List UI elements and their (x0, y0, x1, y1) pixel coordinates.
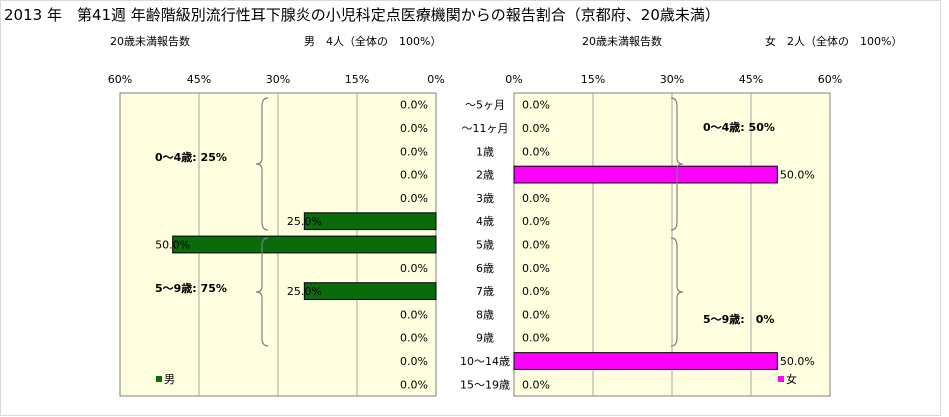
male-data-label: 0.0% (400, 169, 428, 182)
category-label: 4歳 (476, 215, 494, 228)
female-data-label: 0.0% (522, 145, 550, 158)
female-legend-label: 女 (786, 372, 797, 386)
category-label: 15～19歳 (460, 378, 510, 391)
male-brace-5-9 (255, 237, 269, 347)
male-legend-swatch (156, 376, 162, 382)
category-label: 3歳 (476, 192, 494, 205)
left-header: 20歳未満報告数 (110, 35, 190, 48)
male-data-label: 0.0% (400, 262, 428, 275)
category-label: 9歳 (476, 332, 494, 345)
male-annotation-0-4: 0～4歳: 25% (155, 150, 227, 164)
female-count-label: 女 2人（全体の 100%） (765, 35, 903, 48)
right-tick-label: 15% (580, 73, 606, 86)
female-data-label: 0.0% (522, 285, 550, 298)
right-tick-label: 0% (505, 73, 523, 86)
male-brace-0-4 (255, 97, 269, 231)
left-tick-label: 15% (344, 73, 370, 86)
female-data-label: 0.0% (522, 192, 550, 205)
female-data-label: 50.0% (780, 169, 815, 182)
male-data-label: 0.0% (400, 145, 428, 158)
category-label: 7歳 (476, 285, 494, 298)
right-tick-label: 30% (659, 73, 685, 86)
female-data-label: 0.0% (522, 308, 550, 321)
male-legend-label: 男 (164, 373, 175, 386)
male-annotation-5-9: 5～9歳: 75% (155, 281, 227, 295)
female-data-label: 0.0% (522, 332, 550, 345)
category-label: 5歳 (476, 239, 494, 252)
category-label: ～5ヶ月 (465, 99, 505, 112)
female-data-label: 0.0% (522, 215, 550, 228)
right-tick-label: 45% (738, 73, 764, 86)
male-data-label: 0.0% (400, 355, 428, 368)
right-tick-label: 60% (817, 73, 843, 86)
male-data-label: 0.0% (400, 122, 428, 135)
female-bar (513, 352, 778, 370)
female-annotation-5-9: 5～9歳: 0% (703, 312, 774, 326)
male-data-label: 50.0% (155, 239, 190, 252)
female-data-label: 0.0% (522, 378, 550, 391)
male-data-label: 0.0% (400, 99, 428, 112)
female-data-label: 0.0% (522, 122, 550, 135)
category-label: 1歳 (476, 145, 494, 158)
category-label: 8歳 (476, 308, 494, 321)
female-brace-5-9 (670, 237, 684, 347)
category-label: 10～14歳 (460, 355, 510, 368)
left-tick-label: 0% (427, 73, 445, 86)
left-tick-label: 30% (265, 73, 291, 86)
male-data-label: 0.0% (400, 308, 428, 321)
female-data-label: 50.0% (780, 355, 815, 368)
female-data-label: 0.0% (522, 239, 550, 252)
male-bar (172, 235, 437, 254)
male-data-label: 25.0% (287, 215, 322, 228)
left-tick-label: 45% (186, 73, 212, 86)
male-data-label: 0.0% (400, 378, 428, 391)
male-count-label: 男 4人（全体の 100%） (304, 35, 442, 48)
female-annotation-0-4: 0～4歳: 50% (703, 120, 775, 134)
left-tick-label: 60% (107, 73, 133, 86)
female-data-label: 0.0% (522, 262, 550, 275)
right-header: 20歳未満報告数 (582, 35, 662, 48)
male-bar (303, 212, 437, 231)
male-data-label: 0.0% (400, 192, 428, 205)
female-data-label: 0.0% (522, 99, 550, 112)
female-bar (513, 165, 778, 184)
female-legend-swatch (778, 376, 784, 382)
chart-title: 2013 年 第41週 年齢階級別流行性耳下腺炎の小児科定点医療機関からの報告割… (4, 6, 720, 24)
female-brace-0-4 (670, 97, 684, 231)
category-label: ～11ヶ月 (462, 122, 509, 135)
male-data-label: 25.0% (287, 285, 322, 298)
category-label: 6歳 (476, 262, 494, 275)
male-data-label: 0.0% (400, 332, 428, 345)
category-label: 2歳 (476, 169, 494, 182)
male-bar (303, 282, 437, 301)
